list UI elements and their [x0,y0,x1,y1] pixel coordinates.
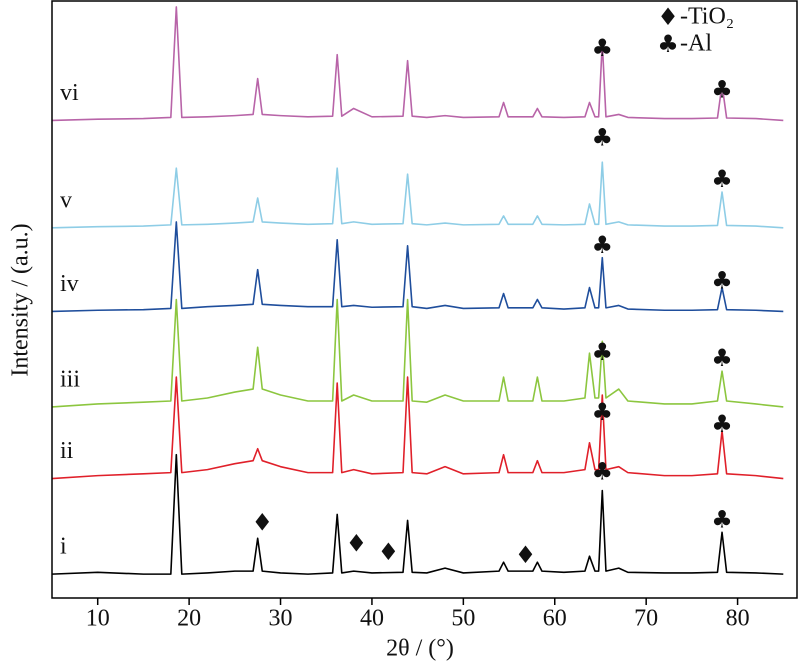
peak-marker: ♣ [711,410,733,438]
peak-marker: ♣ [592,231,614,259]
peak-marker: ♣ [711,165,733,193]
peak-marker: ♣ [711,505,733,533]
peak-marker: ♦ [346,529,368,557]
series-line [51,298,784,408]
x-tick-label: 10 [86,606,110,632]
peak-marker: ♣ [592,398,614,426]
peak-marker: ♦ [515,541,537,569]
x-tick-label: 40 [360,606,384,632]
peak-marker: ♣ [711,344,733,372]
series-line [51,376,784,480]
peak-marker: ♣ [711,76,733,104]
peak-marker: ♣ [592,34,614,62]
legend-symbol: ♣ [657,30,679,58]
series-line [51,6,784,122]
peak-marker: ♣ [592,338,614,366]
series-label: vi [60,80,79,106]
legend-symbol: ♦ [657,3,679,31]
x-tick-label: 30 [269,606,293,632]
peak-marker: ♣ [592,458,614,486]
series-line [51,453,784,575]
legend-label: -Al [680,31,712,57]
legend-label: -TiO₂ [680,4,734,30]
series-label: i [60,534,67,560]
series-label: iv [60,271,79,297]
x-tick-label: 60 [543,606,567,632]
x-tick-label: 20 [177,606,201,632]
series-line [51,161,784,229]
x-axis-label: 2θ / (°) [386,636,454,662]
series-label: ii [60,438,74,464]
series-line [51,221,784,313]
peak-marker: ♣ [592,123,614,151]
x-tick-label: 50 [451,606,475,632]
peak-marker: ♦ [251,508,273,536]
x-tick-label: 80 [726,606,750,632]
series-label: iii [60,366,80,392]
peak-marker: ♦ [378,538,400,566]
peak-marker: ♣ [711,267,733,295]
series-label: v [60,187,72,213]
plot-frame [51,0,798,599]
y-axis-label: Intensity / (a.u.) [8,223,34,376]
x-tick-label: 70 [634,606,658,632]
